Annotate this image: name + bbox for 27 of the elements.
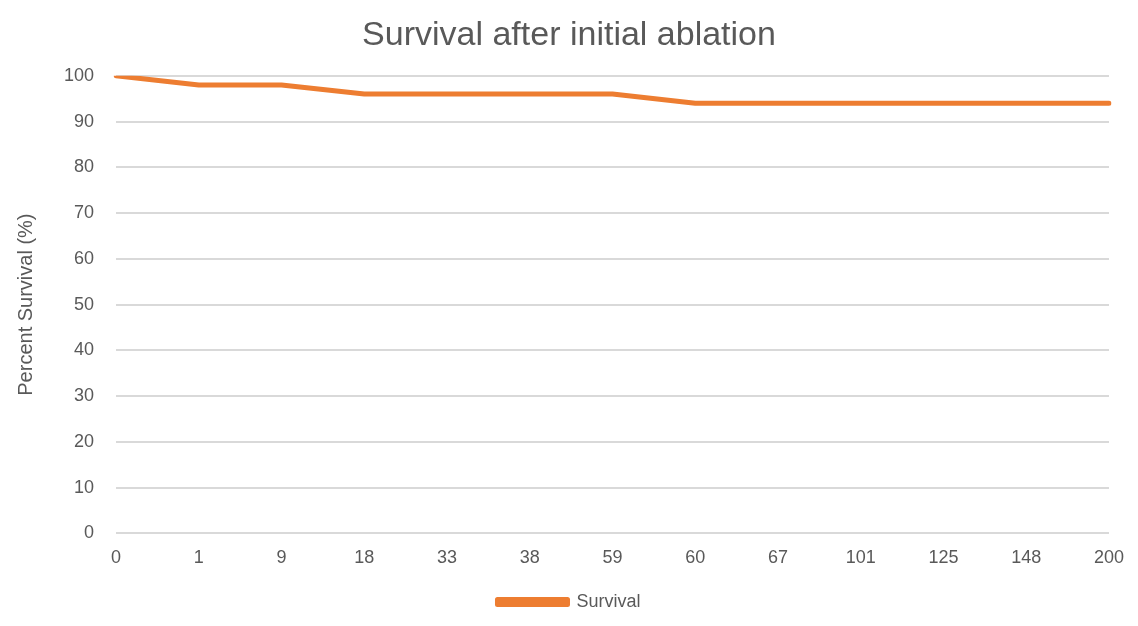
chart-title: Survival after initial ablation	[362, 13, 776, 52]
x-tick-label: 200	[1093, 547, 1125, 568]
y-tick-label: 80	[74, 156, 95, 177]
y-tick-label: 0	[84, 522, 95, 543]
y-tick-label: 100	[63, 64, 95, 85]
y-tick-label: 10	[74, 476, 95, 497]
y-tick-label: 20	[74, 430, 95, 451]
x-tick-label: 1	[193, 547, 204, 568]
x-tick-label: 33	[437, 547, 458, 568]
y-tick-label: 40	[74, 339, 95, 360]
x-tick-label: 125	[928, 547, 959, 568]
y-tick-label: 60	[74, 247, 95, 268]
y-tick-label: 50	[74, 293, 95, 314]
y-tick-label: 90	[74, 110, 95, 131]
y-tick-label: 30	[74, 385, 95, 406]
x-tick-label: 0	[111, 547, 122, 568]
y-tick-label: 70	[74, 202, 95, 223]
x-tick-label: 38	[519, 547, 540, 568]
y-axis-title: Percent Survival (%)	[13, 213, 36, 396]
x-tick-label: 9	[276, 547, 287, 568]
x-tick-label: 60	[685, 547, 706, 568]
x-tick-label: 148	[1011, 547, 1042, 568]
legend-label: Survival	[576, 590, 641, 611]
x-tick-label: 67	[767, 547, 789, 568]
x-tick-label: 59	[602, 547, 623, 568]
x-tick-label: 101	[845, 547, 876, 568]
x-tick-label: 18	[354, 547, 375, 568]
